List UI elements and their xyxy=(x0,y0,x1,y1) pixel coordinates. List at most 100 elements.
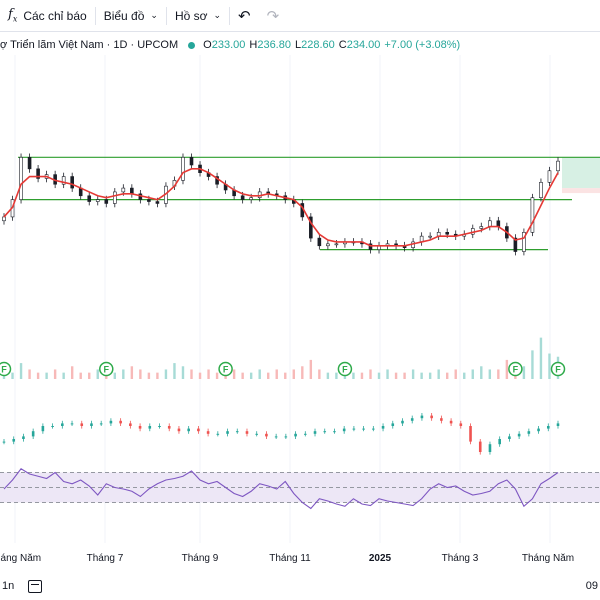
dividend-marker-label: F xyxy=(513,365,519,375)
timeframe-button[interactable]: 1n xyxy=(2,580,15,592)
candle-body xyxy=(2,216,6,222)
indicator-bar xyxy=(187,428,190,432)
time-axis-label: Tháng 11 xyxy=(269,553,311,564)
indicator-bar xyxy=(440,418,443,421)
close-value: 234.00 xyxy=(346,39,381,51)
volume-bar xyxy=(139,369,142,379)
candle-body xyxy=(104,199,109,204)
volume-bar xyxy=(130,366,134,379)
volume-bar xyxy=(241,372,244,379)
indicator-bar xyxy=(478,441,482,452)
dividend-marker-label: F xyxy=(342,365,348,375)
indicator-bar xyxy=(22,436,25,439)
dividend-marker-label: F xyxy=(1,365,7,375)
chart-menu-button[interactable]: Biểu đồ ⌄ xyxy=(96,0,166,32)
indicator-bar xyxy=(352,428,356,430)
candle-body xyxy=(61,176,66,185)
candle-body xyxy=(130,187,134,195)
indicator-bar xyxy=(517,433,521,437)
indicator-bar xyxy=(323,431,327,433)
candle-body xyxy=(19,157,23,200)
candle-body xyxy=(240,195,245,200)
candle-body xyxy=(95,199,100,202)
time-axis-label: Tháng 9 xyxy=(182,553,219,564)
volume-bar xyxy=(437,369,440,379)
symbol-title[interactable]: ợ Triển lãm Việt Nam · 1D · UPCOM xyxy=(0,39,179,51)
candle-body xyxy=(309,216,313,239)
volume-bar xyxy=(548,353,551,379)
indicator-bar xyxy=(2,441,6,443)
volume-bar xyxy=(428,372,432,379)
undo-button[interactable]: ↶ xyxy=(230,0,259,32)
candles xyxy=(2,153,560,256)
indicator-bar xyxy=(197,428,200,432)
redo-button[interactable]: ↷ xyxy=(259,0,288,32)
candle-body xyxy=(155,201,160,204)
profile-menu-label: Hồ sơ xyxy=(174,8,208,23)
chevron-down-icon: ⌄ xyxy=(213,10,222,20)
target-profit-zone xyxy=(562,157,600,189)
indicator-bar xyxy=(245,431,249,434)
dividend-marker xyxy=(337,361,353,377)
volume-bar xyxy=(505,359,509,379)
indicator-bar xyxy=(167,426,171,429)
toolbar-separator xyxy=(229,6,231,25)
indicator-bar xyxy=(61,423,64,426)
bottom-bar: 1n 09 xyxy=(0,572,600,600)
indicator-bar xyxy=(158,426,161,427)
indicator-bar xyxy=(138,426,142,429)
time-axis-label: Tháng Năm xyxy=(0,553,41,564)
candle-body xyxy=(189,157,194,166)
moving-average xyxy=(3,168,559,247)
price-chart[interactable]: F F F F F F Tháng Năm Tháng 7 Tháng 9 Tháng 11 20… xyxy=(0,55,600,572)
volume-bar xyxy=(335,372,338,379)
secondary-indicator xyxy=(2,413,560,455)
time-axis-label: Tháng 3 xyxy=(442,553,479,564)
volume-bar xyxy=(480,366,483,379)
indicator-bar xyxy=(70,423,74,425)
indicator-bar xyxy=(90,423,93,426)
candle-body xyxy=(326,243,330,247)
calendar-icon[interactable] xyxy=(28,579,43,593)
volume-bar xyxy=(275,369,278,379)
indicator-bar xyxy=(508,436,511,439)
volume-bar xyxy=(147,372,151,379)
low-label: L xyxy=(294,39,302,51)
indicator-bar xyxy=(109,420,113,424)
stop-loss-zone xyxy=(562,188,600,194)
volume-bar xyxy=(45,372,48,379)
volume-bar xyxy=(386,369,389,379)
indicator-bar xyxy=(216,433,220,435)
volume-bar xyxy=(207,369,210,379)
target-zone xyxy=(562,157,600,194)
indicator-bar xyxy=(498,439,501,445)
dividend-marker-label: F xyxy=(104,365,110,375)
candle-body xyxy=(496,220,501,227)
volume-bar xyxy=(198,372,202,379)
volume-bar xyxy=(318,369,321,379)
candle-body xyxy=(317,237,322,247)
indicators-button[interactable]: fx Các chỉ báo xyxy=(0,0,95,32)
candle-body xyxy=(113,191,117,204)
profile-menu-button[interactable]: Hồ sơ ⌄ xyxy=(167,0,229,32)
volume-bar xyxy=(539,337,543,379)
volume-bar xyxy=(113,372,116,379)
indicator-bar xyxy=(401,420,404,424)
volume-bar xyxy=(11,372,14,379)
volume-bar xyxy=(190,369,193,379)
time-axis-label: 2025 xyxy=(369,553,392,564)
open-label: O xyxy=(203,39,212,51)
dividend-marker xyxy=(0,361,12,377)
rsi-pane xyxy=(0,472,600,503)
dividend-marker-label: F xyxy=(223,365,229,375)
indicator-bar xyxy=(313,431,317,434)
volume-bar xyxy=(411,369,415,379)
low-value: 228.60 xyxy=(301,39,335,51)
indicator-bar xyxy=(31,431,35,437)
time-axis: Tháng Năm Tháng 7 Tháng 9 Tháng 11 2025 Tháng… xyxy=(0,553,574,564)
volume-bar xyxy=(369,369,372,379)
indicator-bar xyxy=(235,431,239,433)
volume-bar xyxy=(232,369,236,379)
candle-body xyxy=(147,199,151,202)
